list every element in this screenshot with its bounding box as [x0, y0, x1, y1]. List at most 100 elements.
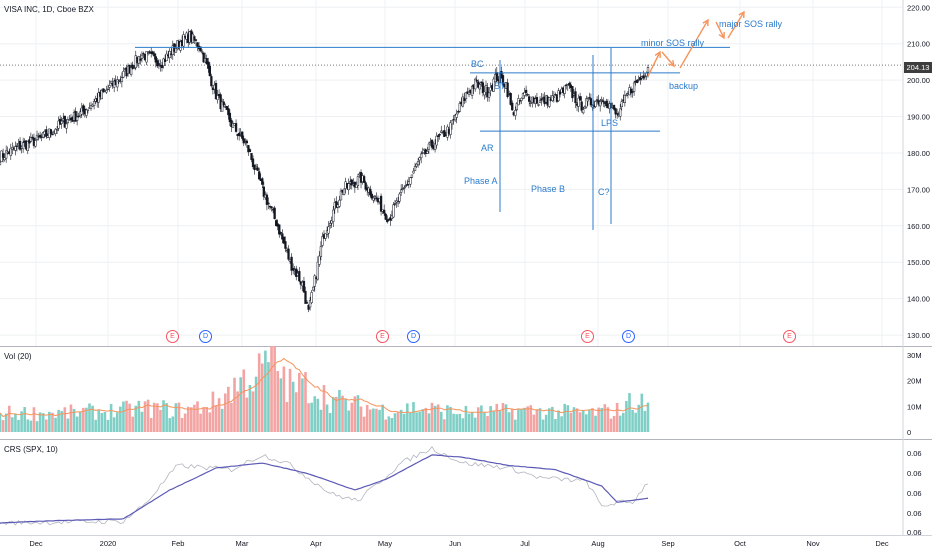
volume-bar [347, 410, 350, 432]
candle [495, 72, 498, 81]
volume-bar [424, 407, 428, 432]
earnings-event-icon[interactable]: E [581, 330, 594, 343]
candle [605, 100, 608, 107]
volume-bar [646, 402, 650, 432]
candle [157, 63, 161, 65]
candle [15, 145, 19, 147]
volume-bar [372, 408, 375, 432]
volume-bar [26, 419, 30, 432]
candle [568, 82, 571, 86]
candle [594, 101, 597, 107]
volume-bar [171, 416, 175, 432]
volume-bar [211, 391, 215, 432]
volume-bar [214, 405, 218, 432]
crs-pane[interactable]: 0.06 0.06 0.06 0.06 0.06 CRS (SPX, 10) [0, 439, 932, 535]
volume-chart[interactable]: 0 10M 20M 30M [0, 346, 932, 439]
volume-bar [82, 407, 85, 432]
candle [458, 103, 461, 112]
pane-divider[interactable] [0, 439, 932, 440]
candle [528, 96, 531, 102]
volume-bar [384, 419, 388, 432]
volume-bar [251, 391, 255, 432]
volume-bar [344, 398, 347, 432]
volume-bar [615, 402, 619, 432]
price-pane[interactable]: 130.00 140.00 150.00 160.00 170.00 180.00 190.… [0, 0, 932, 346]
time-axis[interactable]: Dec 2020 Feb Mar Apr May Jun Jul Aug Sep… [0, 535, 932, 551]
candle [210, 76, 213, 87]
volume-bar [504, 404, 508, 432]
label-phase-b: Phase B [531, 184, 566, 194]
volume-bar [439, 411, 443, 432]
candle [577, 97, 580, 107]
candle [571, 86, 574, 99]
candle [55, 129, 59, 131]
candle [42, 132, 45, 138]
volume-bar [470, 412, 474, 432]
volume-bar [4, 413, 8, 432]
price-axis-tick: 160.00 [907, 222, 930, 231]
candle [435, 135, 438, 146]
earnings-event-icon[interactable]: E [376, 330, 389, 343]
volume-bar [498, 410, 502, 432]
volume-bar [387, 416, 391, 432]
candle [313, 275, 316, 287]
candle [612, 105, 616, 110]
volume-bar [507, 412, 511, 432]
volume-bar [480, 405, 483, 432]
candle [474, 78, 477, 90]
candle [154, 56, 157, 63]
candle [430, 139, 434, 148]
candle [319, 246, 323, 257]
candle [63, 115, 66, 128]
candle [1, 153, 5, 158]
volume-bar [341, 395, 344, 432]
earnings-event-icon[interactable]: E [166, 330, 179, 343]
volume-bar [48, 411, 51, 432]
candle [338, 199, 341, 207]
volume-bar [66, 418, 70, 432]
volume-bar [523, 407, 526, 432]
candle [339, 190, 343, 201]
volume-bar [307, 403, 310, 432]
price-chart[interactable]: 130.00 140.00 150.00 160.00 170.00 180.00 190.… [0, 0, 932, 346]
crs-chart[interactable]: 0.06 0.06 0.06 0.06 0.06 [0, 439, 932, 535]
candle [438, 134, 441, 136]
candle [437, 135, 440, 137]
candle [29, 137, 33, 142]
pane-divider[interactable] [0, 346, 932, 347]
volume-bar [396, 411, 400, 432]
volume-bar [220, 408, 224, 432]
candle [318, 255, 321, 265]
candle [329, 223, 332, 226]
candle [410, 174, 414, 178]
volume-bar [227, 386, 230, 432]
candle [302, 280, 306, 293]
candle [295, 268, 298, 277]
volume-bar [32, 407, 36, 432]
volume-bar [29, 420, 33, 432]
volume-bar [594, 415, 597, 432]
candle [523, 92, 526, 96]
projection-arrow [679, 19, 709, 69]
price-axis-tick: 140.00 [907, 295, 930, 304]
candle [287, 248, 290, 260]
candle [415, 163, 418, 167]
candle [82, 105, 85, 112]
volume-bar [406, 403, 409, 432]
candle [463, 97, 466, 101]
candle [262, 186, 265, 197]
candle [589, 98, 593, 106]
candle [205, 58, 208, 65]
earnings-event-icon[interactable]: E [783, 330, 796, 343]
volume-pane[interactable]: 0 10M 20M 30M Vol (20) [0, 346, 932, 439]
candle [552, 96, 556, 98]
dividend-event-icon[interactable]: D [407, 330, 420, 343]
dividend-event-icon[interactable]: D [622, 330, 635, 343]
candle [347, 183, 350, 191]
candle [162, 58, 165, 66]
candle [216, 95, 219, 101]
dividend-event-icon[interactable]: D [199, 330, 212, 343]
volume-bar [455, 414, 458, 432]
volume-bar [260, 363, 264, 432]
candle [51, 133, 54, 136]
